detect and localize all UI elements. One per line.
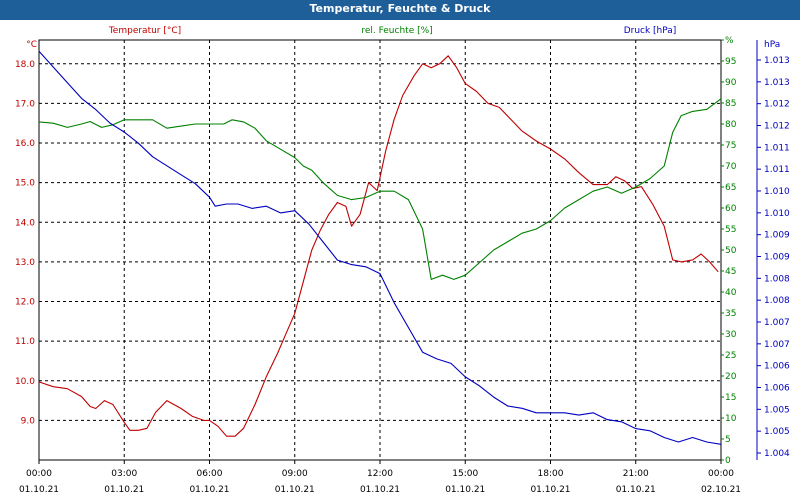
- pressure-tick-label: 1.008: [764, 274, 790, 284]
- temperature-tick-label: 13.0: [15, 258, 35, 268]
- temperature-axis-title: Temperatur [°C]: [108, 26, 181, 36]
- x-tick-time: 21:00: [623, 469, 649, 479]
- pressure-tick-label: 1.008: [764, 296, 790, 306]
- pressure-tick-label: 1.004: [764, 449, 790, 459]
- humidity-tick-label: 80: [725, 120, 737, 130]
- temperature-tick-label: 11.0: [15, 337, 35, 347]
- chart-title: Temperatur, Feuchte & Druck: [0, 0, 800, 20]
- pressure-tick-label: 1.010: [764, 187, 790, 197]
- x-tick-time: 06:00: [197, 469, 223, 479]
- humidity-tick-label: 65: [725, 183, 736, 193]
- humidity-tick-label: %: [725, 36, 734, 46]
- x-tick-time: 15:00: [452, 469, 478, 479]
- humidity-tick-label: 10: [725, 414, 737, 424]
- humidity-tick-label: 75: [725, 141, 736, 151]
- pressure-tick-label: 1.006: [764, 384, 790, 394]
- humidity-tick-label: 60: [725, 204, 737, 214]
- temperature-tick-label: 9.0: [21, 416, 36, 426]
- temperature-tick-label: 18.0: [15, 60, 35, 70]
- humidity-tick-label: 35: [725, 309, 736, 319]
- pressure-tick-label: 1.009: [764, 253, 790, 263]
- pressure-tick-label: 1.007: [764, 318, 790, 328]
- humidity-tick-label: 70: [725, 162, 737, 172]
- pressure-tick-label: 1.006: [764, 362, 790, 372]
- humidity-tick-label: 90: [725, 78, 737, 88]
- pressure-tick-label: 1.005: [764, 427, 790, 437]
- x-tick-date: 01.10.21: [445, 485, 485, 495]
- humidity-tick-label: 5: [725, 435, 731, 445]
- pressure-tick-label: 1.012: [764, 100, 790, 110]
- humidity-tick-label: 85: [725, 99, 736, 109]
- x-tick-date: 01.10.21: [616, 485, 656, 495]
- series-humidity-line: [38, 98, 722, 280]
- x-tick-time: 18:00: [538, 469, 564, 479]
- temperature-tick-label: 17.0: [15, 99, 35, 109]
- humidity-tick-label: 15: [725, 393, 736, 403]
- pressure-tick-label: 1.010: [764, 209, 790, 219]
- humidity-tick-label: 45: [725, 267, 736, 277]
- series-temperature-line: [38, 55, 719, 437]
- x-tick-time: 12:00: [367, 469, 393, 479]
- temperature-tick-label: 14.0: [15, 218, 35, 228]
- temperature-tick-label: 12.0: [15, 298, 35, 308]
- humidity-tick-label: 55: [725, 225, 736, 235]
- x-tick-date: 01.10.21: [19, 485, 59, 495]
- temperature-tick-label: 10.0: [15, 377, 35, 387]
- humidity-tick-label: 95: [725, 57, 736, 67]
- x-tick-time: 03:00: [111, 469, 137, 479]
- x-tick-date: 01.10.21: [104, 485, 144, 495]
- pressure-tick-label: 1.013: [764, 78, 790, 88]
- x-tick-date: 01.10.21: [360, 485, 400, 495]
- humidity-axis-title: rel. Feuchte [%]: [361, 26, 432, 36]
- humidity-tick-label: 50: [725, 246, 737, 256]
- pressure-tick-label: 1.007: [764, 340, 790, 350]
- pressure-tick-label: 1.011: [764, 165, 790, 175]
- x-tick-time: 00:00: [708, 469, 734, 479]
- humidity-tick-label: 30: [725, 330, 737, 340]
- pressure-tick-label: 1.011: [764, 143, 790, 153]
- pressure-axis-title: Druck [hPa]: [624, 26, 677, 36]
- grid: [38, 39, 722, 461]
- series-pressure-line: [38, 50, 722, 445]
- x-tick-date: 02.10.21: [701, 485, 741, 495]
- humidity-tick-label: 40: [725, 288, 737, 298]
- x-tick-date: 01.10.21: [189, 485, 229, 495]
- pressure-tick-label: 1.005: [764, 405, 790, 415]
- temperature-tick-label: 15.0: [15, 179, 35, 189]
- pressure-tick-label: 1.009: [764, 231, 790, 241]
- x-tick-date: 01.10.21: [275, 485, 315, 495]
- humidity-tick-label: 0: [725, 456, 731, 466]
- x-tick-date: 01.10.21: [530, 485, 570, 495]
- axes: 00:00 01.10.21 03:00 01.10.21 06:00 01.10.21 0…: [15, 26, 790, 495]
- temperature-unit: °C: [26, 40, 37, 50]
- x-tick-time: 09:00: [282, 469, 308, 479]
- humidity-tick-label: 25: [725, 351, 736, 361]
- temperature-tick-label: 16.0: [15, 139, 35, 149]
- line-chart: 00:00 01.10.21 03:00 01.10.21 06:00 01.10.21 0…: [15, 26, 790, 495]
- x-tick-time: 00:00: [26, 469, 52, 479]
- pressure-tick-label: 1.013: [764, 56, 790, 66]
- series-lines: [38, 50, 722, 445]
- pressure-tick-label: 1.012: [764, 122, 790, 132]
- pressure-unit: hPa: [764, 40, 780, 50]
- humidity-tick-label: 20: [725, 372, 737, 382]
